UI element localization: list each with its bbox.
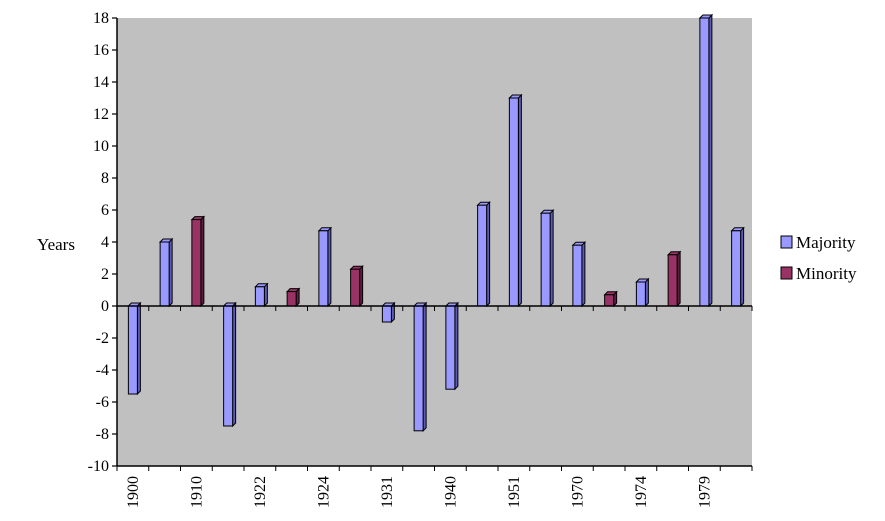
y-tick-label: -2 <box>96 330 109 347</box>
x-tick-label: 1900 <box>125 476 142 508</box>
legend: Majority Minority <box>777 229 885 299</box>
bar-majority <box>635 277 650 308</box>
plot-area <box>117 18 752 466</box>
bar-majority <box>412 301 428 433</box>
y-tick-label: 16 <box>93 42 109 59</box>
y-tick-label: -8 <box>96 426 109 443</box>
bar-minority <box>666 250 682 308</box>
bar-front <box>699 17 710 307</box>
bar-front <box>667 254 678 307</box>
bar-front <box>635 281 646 307</box>
bar-front <box>350 268 361 307</box>
x-tick-label: 1924 <box>315 476 332 508</box>
bar-majority <box>127 301 142 396</box>
bar-front <box>445 305 456 390</box>
bar-front <box>508 97 519 307</box>
bar-majority <box>317 226 333 308</box>
legend-swatch-minority <box>780 266 793 280</box>
y-tick-label: 8 <box>101 170 109 187</box>
y-tick-label: -10 <box>88 458 109 475</box>
y-tick-label: 0 <box>101 298 109 315</box>
legend-swatch-majority <box>780 235 793 249</box>
x-tick-label: 1940 <box>442 476 459 508</box>
legend-label-minority: Minority <box>796 264 857 283</box>
y-tick-label: 2 <box>101 266 109 283</box>
bar-majority <box>539 208 555 308</box>
bar-majority <box>730 226 745 308</box>
legend-box <box>777 229 885 299</box>
bar-majority <box>571 240 587 308</box>
bar-front <box>540 212 551 307</box>
y-tick-label: -6 <box>96 394 109 411</box>
x-tick-label: 1931 <box>379 476 396 508</box>
y-tick-label: 4 <box>101 234 109 251</box>
y-tick-label: 10 <box>93 138 109 155</box>
y-tick-label: -4 <box>96 362 109 379</box>
bar-front <box>381 305 392 323</box>
x-tick-label: 1951 <box>506 476 523 508</box>
y-tick-label: 14 <box>93 74 109 91</box>
bar-minority <box>190 215 206 308</box>
y-axis: 18 16 14 12 10 8 6 4 2 0 -2 -4 -6 -8 -10 <box>88 10 118 475</box>
y-tick-label: 18 <box>93 10 109 27</box>
bar-front <box>604 294 615 307</box>
bar-minority <box>285 287 301 308</box>
bar-front <box>159 241 170 307</box>
bar-minority <box>349 264 364 308</box>
bar-majority <box>444 301 460 391</box>
x-tick-label: 1970 <box>569 476 586 508</box>
y-tick-label: 12 <box>93 106 109 123</box>
bar-front <box>731 230 742 307</box>
bar-majority <box>158 237 174 308</box>
bars-layer <box>127 13 745 433</box>
x-tick-label: 1922 <box>252 476 269 508</box>
bar-majority <box>476 200 491 308</box>
bar-front <box>127 305 138 395</box>
bar-front <box>254 286 265 307</box>
bar-front <box>286 291 297 307</box>
x-tick-label: 1910 <box>188 476 205 508</box>
x-axis: 1900 1910 1922 1924 1931 1940 1951 1970 1974 1979 <box>116 305 753 508</box>
bar-majority <box>698 13 714 308</box>
bar-front <box>572 244 583 307</box>
bar-majority <box>254 282 269 308</box>
x-tick-label: 1979 <box>696 476 713 508</box>
bar-minority <box>603 290 618 308</box>
bar-majority <box>508 93 523 308</box>
bar-front <box>318 230 329 307</box>
y-tick-label: 6 <box>101 202 109 219</box>
bar-front <box>223 305 234 427</box>
bar-front <box>477 204 488 307</box>
x-tick-label: 1974 <box>633 476 650 508</box>
y-axis-title: Years <box>37 235 75 254</box>
bar-majority <box>222 301 237 428</box>
bar-front <box>191 219 202 307</box>
bar-front <box>413 305 424 432</box>
legend-label-majority: Majority <box>796 233 856 252</box>
